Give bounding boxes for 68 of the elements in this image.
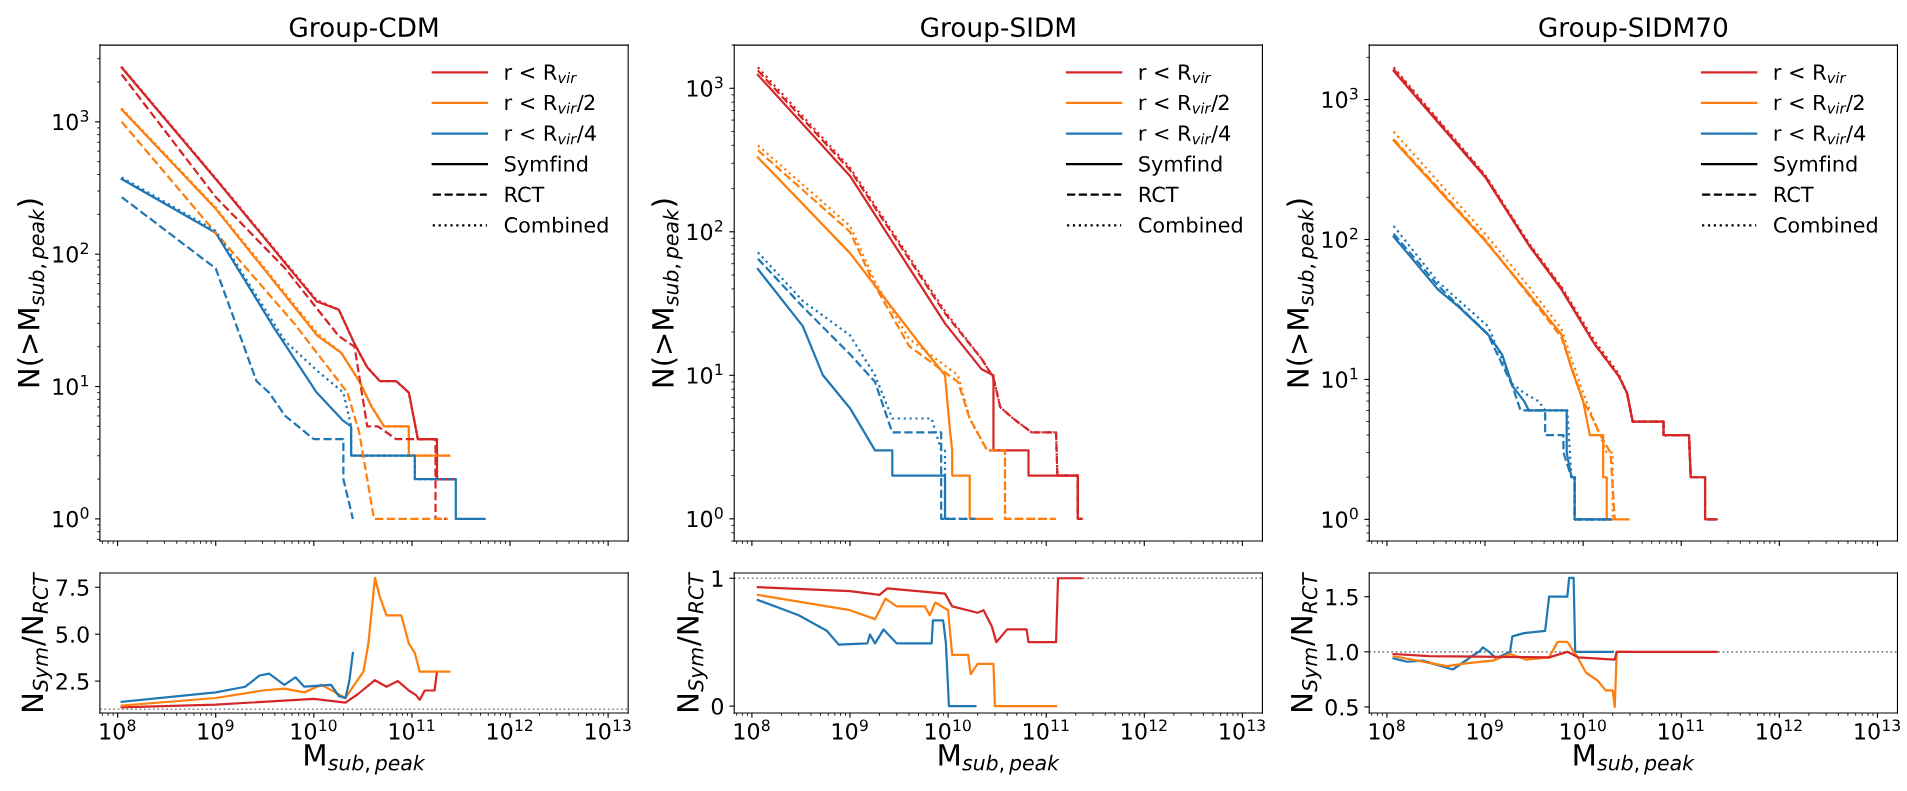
legend-label: r < R$_{vir}$ [1139, 64, 1212, 84]
y-tick-label: 10$^{3}$ [53, 110, 89, 131]
legend-label: RCT [505, 186, 545, 203]
legend-label: r < R$_{vir}$/2 [1774, 94, 1864, 114]
x-tick-label: 10$^{13}$ [586, 719, 631, 740]
x-tick-label: 10$^{13}$ [1220, 719, 1265, 740]
y-axis-title: N(>M$_{sub,peak}$) [17, 199, 49, 387]
x-tick-label: 10$^{11}$ [1659, 719, 1704, 740]
y-tick-label: 1.0 [1326, 643, 1359, 661]
legend-label: RCT [1139, 186, 1179, 203]
x-tick-label: 10$^{10}$ [1561, 719, 1606, 740]
y-axis-title: N$_{Sym}$/N$_{RCT}$ [21, 571, 53, 712]
x-tick-label: 10$^{9}$ [1467, 719, 1503, 740]
y-tick-label: 10$^{1}$ [1322, 367, 1358, 389]
y-tick-label: 10$^{3}$ [687, 76, 723, 97]
x-tick-label: 10$^{9}$ [198, 719, 234, 740]
x-tick-label: 10$^{11}$ [1024, 719, 1069, 740]
x-tick-label: 10$^{10}$ [925, 719, 971, 740]
legend-label: Symfind [1139, 155, 1222, 176]
y-axis-title: N(>M$_{sub,peak}$) [651, 199, 683, 387]
chart-title: Group-SIDM [921, 17, 1075, 43]
legend-label: r < R$_{vir}$/4 [1774, 125, 1866, 145]
y-axis-title: N$_{Sym}$/N$_{RCT}$ [677, 571, 708, 712]
y-tick-label: 10$^{3}$ [1322, 87, 1358, 109]
legend-label: r < R$_{vir}$ [505, 64, 577, 84]
x-tick-label: 10$^{8}$ [734, 719, 770, 740]
legend-label: r < R$_{vir}$/2 [505, 94, 595, 114]
x-tick-label: 10$^{8}$ [1369, 719, 1405, 740]
legend-label: r < R$_{vir}$/4 [1139, 125, 1231, 145]
legend-label: r < R$_{vir}$ [1774, 64, 1847, 84]
y-tick-label: 0 [711, 698, 723, 715]
x-tick-label: 10$^{11}$ [389, 719, 435, 740]
legend-label: Symfind [504, 155, 588, 176]
y-tick-label: 10$^{1}$ [53, 374, 89, 396]
legend-label: Combined [1139, 216, 1242, 233]
x-axis-title: M$_{sub,peak}$ [939, 744, 1060, 775]
legend-label: RCT [1774, 186, 1814, 203]
y-tick-label: 10$^{1}$ [687, 363, 723, 384]
x-axis-title: M$_{sub,peak}$ [1574, 744, 1695, 775]
y-tick-label: 10$^{2}$ [687, 220, 723, 241]
y-tick-label: 10$^{2}$ [1322, 227, 1358, 249]
y-axis-title: N(>M$_{sub,peak}$) [1286, 199, 1318, 387]
y-tick-label: 1.5 [1326, 588, 1358, 606]
x-tick-label: 10$^{12}$ [487, 719, 533, 740]
y-tick-label: 10$^{0}$ [53, 507, 89, 528]
legend-label: Combined [504, 216, 608, 233]
x-tick-label: 10$^{13}$ [1855, 719, 1900, 740]
legend-label: r < R$_{vir}$/2 [1139, 94, 1229, 114]
y-tick-label: 0.5 [1325, 698, 1358, 716]
legend-label: Symfind [1774, 155, 1857, 176]
y-tick-label: 10$^{0}$ [1322, 507, 1358, 528]
y-tick-label: 10$^{0}$ [687, 507, 723, 528]
y-tick-label: 5.0 [56, 626, 89, 643]
y-tick-label: 1 [712, 570, 723, 587]
legend-label: r < R$_{vir}$/4 [505, 125, 596, 145]
x-tick-label: 10$^{10}$ [291, 719, 337, 740]
y-tick-label: 10$^{2}$ [53, 242, 88, 263]
chart-title: Group-SIDM70 [1539, 17, 1728, 43]
x-tick-label: 10$^{8}$ [100, 719, 136, 740]
y-tick-label: 7.5 [56, 579, 89, 597]
y-tick-label: 2.5 [56, 673, 89, 690]
chart-title: Group-CDM [289, 17, 438, 43]
x-axis-title: M$_{sub,peak}$ [305, 744, 426, 775]
y-axis-title: N$_{Sym}$/N$_{RCT}$ [1291, 571, 1322, 712]
x-tick-label: 10$^{9}$ [832, 719, 868, 740]
x-tick-label: 10$^{12}$ [1122, 719, 1167, 740]
x-tick-label: 10$^{12}$ [1757, 719, 1802, 740]
legend-label: Combined [1774, 216, 1877, 233]
